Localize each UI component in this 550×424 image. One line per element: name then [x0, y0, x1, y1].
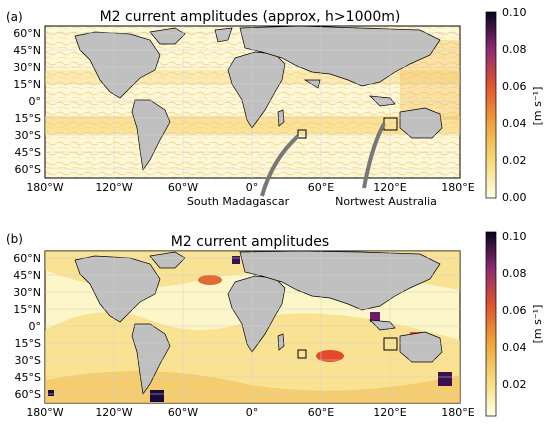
- panel-b-title: M2 current amplitudes: [171, 234, 329, 250]
- panel-a-colorbar-ticks: 0.10 0.08 0.06 0.04 0.02 0.00: [502, 6, 527, 204]
- lon-tick: 120°W: [95, 181, 132, 194]
- panel-b: (b) M2 current amplitudes: [6, 230, 544, 419]
- lat-tick: 0°: [29, 95, 42, 108]
- lon-tick: 0°: [246, 406, 259, 419]
- panel-b-grid: [45, 251, 460, 403]
- panel-a-lat-axis: 60°N 45°N 30°N 15°N 0° 15°S 30°S 45°S 60…: [13, 27, 41, 176]
- lat-tick: 15°N: [13, 303, 41, 316]
- lat-tick: 0°: [29, 320, 42, 333]
- panel-a-map: [44, 25, 461, 179]
- panel-b-colorbar: 0.10 0.08 0.06 0.04 0.02 [m s⁻¹]: [485, 230, 544, 417]
- south-madagascar-box: [297, 129, 307, 139]
- panel-a: (a) M2 current amplitudes (approx, h>100…: [6, 6, 544, 208]
- lon-tick: 120°E: [373, 181, 406, 194]
- lon-tick: 120°W: [95, 406, 132, 419]
- south-madagascar-label: South Madagascar: [187, 195, 290, 208]
- lat-tick: 30°N: [13, 286, 41, 299]
- lat-tick: 60°N: [13, 252, 41, 265]
- lon-tick: 0°: [246, 181, 259, 194]
- lat-tick: 30°S: [15, 129, 41, 142]
- panel-b-letter: (b): [6, 232, 23, 246]
- panel-b-lat-axis: 60°N 45°N 30°N 15°N 0° 15°S 30°S 45°S 60…: [13, 252, 41, 401]
- panel-a-lon-axis: 180°W 120°W 60°W 0° 60°E 120°E 180°E: [26, 181, 474, 194]
- lat-tick: 15°S: [15, 112, 41, 125]
- colorbar-tick: 0.04: [502, 117, 527, 130]
- lat-tick: 60°S: [15, 163, 41, 176]
- colorbar-tick: 0.10: [502, 230, 527, 243]
- panel-b-lon-axis: 180°W 120°W 60°W 0° 60°E 120°E 180°E: [26, 406, 474, 419]
- panel-b-colorbar-ticks: 0.10 0.08 0.06 0.04 0.02: [502, 230, 527, 391]
- northwest-australia-arrow: [362, 123, 386, 189]
- panel-a-title: M2 current amplitudes (approx, h>1000m): [100, 9, 401, 25]
- colorbar-tick: 0.08: [502, 43, 527, 56]
- lat-tick: 15°S: [15, 337, 41, 350]
- lon-tick: 60°E: [308, 406, 334, 419]
- lon-tick: 60°W: [168, 181, 198, 194]
- panel-b-colorbar-unit: [m s⁻¹]: [531, 305, 544, 344]
- panel-a-letter: (a): [6, 10, 23, 24]
- lon-tick: 60°W: [168, 406, 198, 419]
- lat-tick: 45°S: [15, 146, 41, 159]
- panel-a-colorbar-unit: [m s⁻¹]: [531, 87, 544, 126]
- lat-tick: 15°N: [13, 78, 41, 91]
- colorbar-tick: 0.06: [502, 304, 527, 317]
- lat-tick: 45°N: [13, 44, 41, 57]
- lat-tick: 30°N: [13, 61, 41, 74]
- south-madagascar-box-b: [297, 349, 307, 359]
- panel-a-colorbar: 0.10 0.08 0.06 0.04 0.02 0.00 [m s⁻¹]: [485, 6, 544, 204]
- northwest-australia-box-b: [383, 337, 398, 351]
- lon-tick: 60°E: [308, 181, 334, 194]
- south-madagascar-arrow: [260, 134, 300, 197]
- northwest-australia-label: Nortwest Australia: [335, 195, 437, 208]
- lat-tick: 30°S: [15, 354, 41, 367]
- lon-tick: 180°E: [441, 406, 474, 419]
- colorbar-tick: 0.00: [502, 191, 527, 204]
- lat-tick: 60°N: [13, 27, 41, 40]
- panel-b-map: [44, 250, 461, 404]
- panel-b-hotspots: [48, 256, 452, 402]
- panel-a-grid: [45, 26, 460, 178]
- colorbar-tick: 0.02: [502, 154, 527, 167]
- lat-tick: 45°N: [13, 269, 41, 282]
- colorbar-tick: 0.06: [502, 80, 527, 93]
- lon-tick: 180°W: [26, 406, 63, 419]
- lat-tick: 60°S: [15, 388, 41, 401]
- colorbar-tick: 0.08: [502, 267, 527, 280]
- lon-tick: 180°W: [26, 181, 63, 194]
- lat-tick: 45°S: [15, 371, 41, 384]
- colorbar-tick: 0.02: [502, 378, 527, 391]
- colorbar-tick: 0.10: [502, 6, 527, 19]
- colorbar-tick: 0.04: [502, 341, 527, 354]
- lon-tick: 180°E: [441, 181, 474, 194]
- lon-tick: 120°E: [373, 406, 406, 419]
